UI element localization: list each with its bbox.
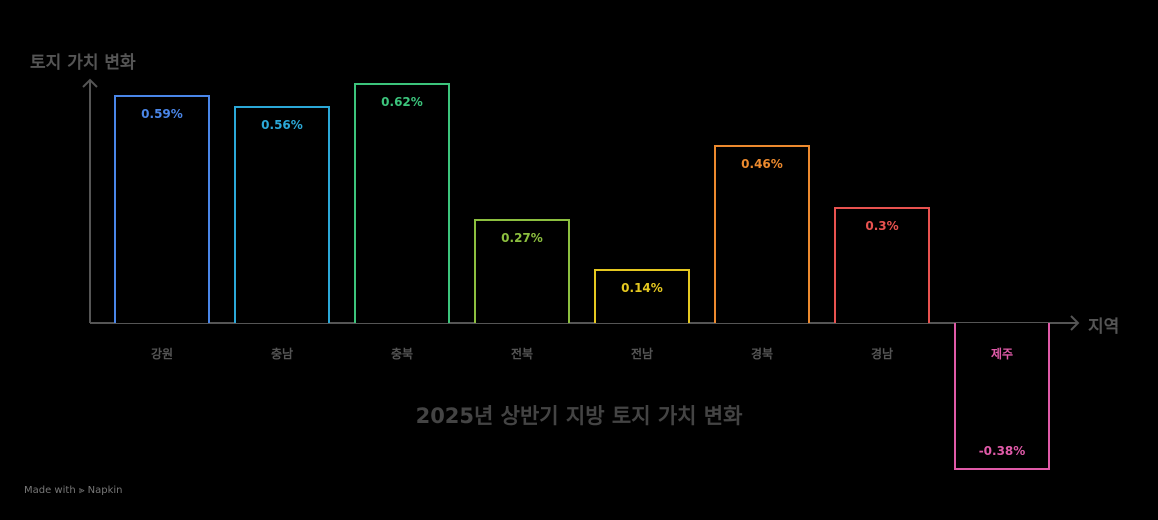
value-label: 0.3%	[865, 218, 899, 233]
value-label: 0.62%	[381, 95, 423, 110]
made-with-napkin: Made with ⫸ Napkin	[24, 485, 123, 496]
value-label: 0.46%	[741, 156, 783, 171]
value-label: 0.59%	[141, 106, 183, 121]
y-axis-label: 토지 가치 변화	[30, 53, 136, 73]
category-label: 강원	[150, 347, 174, 361]
bar: 0.14%	[594, 268, 690, 323]
category-label: 전남	[630, 347, 654, 361]
bar: -0.38%	[954, 323, 1050, 471]
bar: 0.27%	[474, 218, 570, 323]
bar: 0.46%	[714, 144, 810, 323]
chart-title: 2025년 상반기 지방 토지 가치 변화	[415, 404, 743, 428]
value-label: 0.27%	[501, 230, 543, 245]
bar: 0.3%	[834, 206, 930, 323]
bar: 0.56%	[234, 106, 330, 323]
x-axis-label: 지역	[1088, 317, 1120, 337]
category-label: 제주	[990, 347, 1014, 361]
value-label: 0.56%	[261, 118, 303, 133]
bar: 0.62%	[354, 83, 450, 323]
bar: 0.59%	[114, 94, 210, 323]
category-label: 경북	[750, 347, 774, 361]
category-label: 전북	[510, 347, 534, 361]
value-label: 0.14%	[621, 280, 663, 295]
category-label: 충북	[390, 347, 414, 361]
value-label: -0.38%	[978, 444, 1026, 459]
category-label: 경남	[870, 347, 894, 361]
category-label: 충남	[270, 347, 294, 361]
